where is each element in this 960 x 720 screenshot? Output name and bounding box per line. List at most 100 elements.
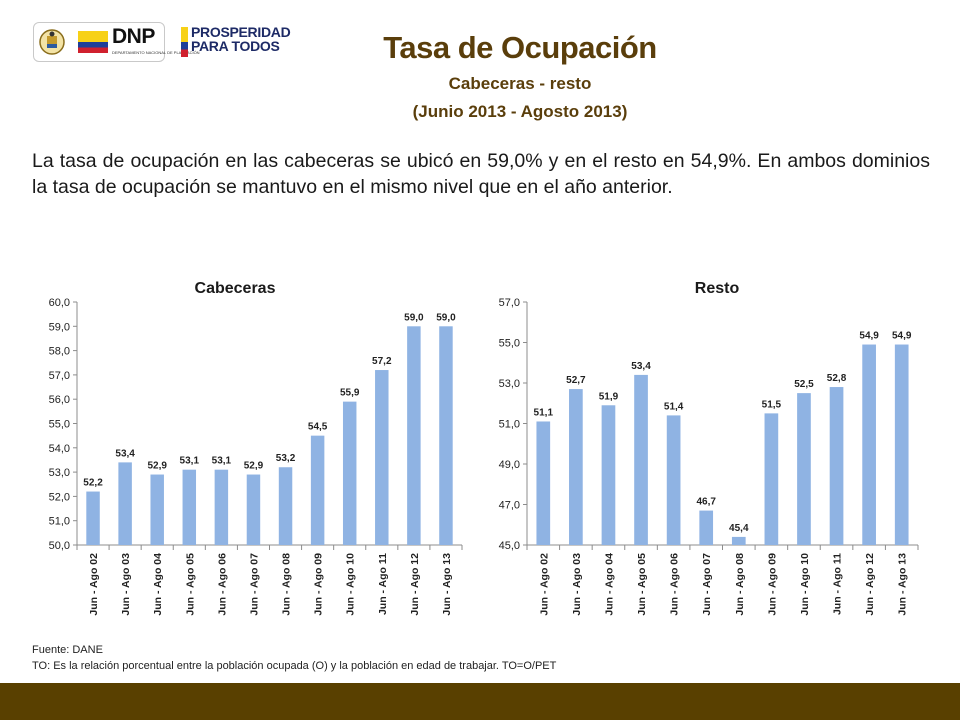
category-label: Jun - Ago 05 — [636, 553, 648, 616]
definition-note: TO: Es la relación porcentual entre la p… — [32, 660, 557, 672]
y-tick-label: 51,0 — [49, 516, 70, 528]
bar — [666, 415, 681, 545]
category-label: Jun - Ago 05 — [184, 553, 196, 616]
category-label: Jun - Ago 03 — [120, 553, 132, 616]
category-label: Jun - Ago 09 — [766, 553, 778, 616]
bar — [634, 374, 648, 545]
y-tick-label: 58,0 — [49, 346, 70, 358]
bar — [797, 393, 811, 545]
data-label: 57,2 — [372, 356, 392, 367]
y-tick-label: 45,0 — [499, 540, 520, 552]
data-label: 54,5 — [308, 422, 328, 433]
data-label: 54,9 — [859, 331, 879, 342]
bar — [375, 370, 389, 545]
y-tick-label: 51,0 — [499, 419, 520, 431]
category-label: Jun - Ago 04 — [603, 553, 615, 616]
y-tick-label: 52,0 — [49, 491, 70, 503]
bar — [407, 326, 421, 545]
category-label: Jun - Ago 06 — [669, 553, 681, 616]
category-label: Jun - Ago 11 — [832, 553, 844, 615]
category-label: Jun - Ago 13 — [441, 553, 453, 616]
bar — [342, 401, 357, 545]
y-tick-label: 57,0 — [49, 370, 70, 382]
bar — [764, 413, 779, 545]
data-label: 55,9 — [340, 388, 360, 399]
data-label: 53,1 — [180, 456, 200, 467]
y-tick-label: 55,0 — [499, 338, 520, 350]
y-tick-label: 55,0 — [49, 419, 70, 431]
bar — [86, 491, 100, 545]
bar — [829, 387, 844, 545]
y-tick-label: 50,0 — [49, 540, 70, 552]
data-label: 46,7 — [696, 497, 716, 508]
y-tick-label: 54,0 — [49, 443, 70, 455]
y-tick-label: 49,0 — [499, 459, 520, 471]
y-tick-label: 53,0 — [499, 378, 520, 390]
chart-title: Resto — [695, 280, 740, 297]
data-label: 59,0 — [404, 312, 424, 323]
colombia-flag-icon — [78, 31, 108, 53]
category-label: Jun - Ago 02 — [538, 553, 550, 616]
bar — [118, 462, 132, 545]
category-label: Jun - Ago 11 — [377, 553, 389, 615]
bar — [150, 474, 164, 545]
bar — [894, 344, 909, 545]
prosperidad-logo: PROSPERIDAD PARA TODOS — [191, 24, 291, 54]
data-label: 51,5 — [762, 399, 782, 410]
y-tick-label: 53,0 — [49, 467, 70, 479]
dnp-logo-text: DNP — [112, 25, 155, 48]
category-label: Jun - Ago 12 — [409, 553, 421, 616]
category-label: Jun - Ago 02 — [88, 553, 100, 616]
page-subtitle: Cabeceras - resto — [448, 74, 592, 93]
category-label: Jun - Ago 13 — [897, 553, 909, 616]
category-label: Jun - Ago 03 — [571, 553, 583, 616]
bar — [569, 389, 583, 545]
summary-paragraph: La tasa de ocupación en las cabeceras se… — [32, 150, 930, 198]
chart-0: Cabeceras 50,0 51,0 52,0 53,0 54,0 55,0 56,0 57,… — [49, 280, 463, 616]
data-label: 53,1 — [212, 456, 232, 467]
data-label: 51,4 — [664, 401, 684, 412]
data-label: 52,2 — [83, 478, 103, 489]
prosperidad-logo-line1: PROSPERIDAD — [191, 24, 291, 40]
dnp-logo: DNP DEPARTAMENTO NACIONAL DE PLANEACIÓN — [33, 22, 200, 62]
category-label: Jun - Ago 06 — [216, 553, 228, 616]
dnp-logo-subtext: DEPARTAMENTO NACIONAL DE PLANEACIÓN — [112, 50, 200, 55]
prosperidad-flag-icon — [181, 27, 188, 57]
y-tick-label: 57,0 — [499, 297, 520, 309]
category-label: Jun - Ago 10 — [799, 553, 811, 616]
category-label: Jun - Ago 08 — [281, 553, 293, 616]
colombia-seal-icon — [39, 29, 65, 55]
category-label: Jun - Ago 09 — [313, 553, 325, 616]
bar — [536, 421, 551, 545]
data-label: 53,4 — [115, 448, 135, 459]
data-label: 52,5 — [794, 379, 814, 390]
category-label: Jun - Ago 07 — [701, 553, 713, 616]
data-label: 52,7 — [566, 375, 586, 386]
data-label: 59,0 — [436, 312, 456, 323]
chart-title: Cabeceras — [195, 280, 276, 297]
data-label: 52,8 — [827, 373, 847, 384]
data-label: 51,1 — [534, 407, 554, 418]
bar — [214, 469, 229, 545]
data-label: 52,9 — [147, 461, 167, 472]
category-label: Jun - Ago 07 — [248, 553, 260, 616]
bar — [862, 344, 876, 545]
data-label: 53,2 — [276, 453, 296, 464]
y-tick-label: 47,0 — [499, 500, 520, 512]
page-title: Tasa de Ocupación — [383, 30, 657, 65]
category-label: Jun - Ago 10 — [345, 553, 357, 616]
category-label: Jun - Ago 04 — [152, 553, 164, 616]
bar — [278, 467, 293, 545]
category-label: Jun - Ago 12 — [864, 553, 876, 616]
chart-1: Resto 45,0 47,0 49,0 51,0 53,0 55,0 57,0 51,1 Jun… — [499, 280, 919, 616]
data-label: 52,9 — [244, 461, 264, 472]
page-period: (Junio 2013 - Agosto 2013) — [412, 102, 628, 121]
bar — [310, 435, 325, 545]
category-label: Jun - Ago 08 — [734, 553, 746, 616]
data-label: 45,4 — [729, 523, 749, 534]
y-tick-label: 59,0 — [49, 321, 70, 333]
bar — [699, 510, 714, 545]
bar — [182, 469, 197, 545]
prosperidad-logo-line2: PARA TODOS — [191, 38, 280, 54]
